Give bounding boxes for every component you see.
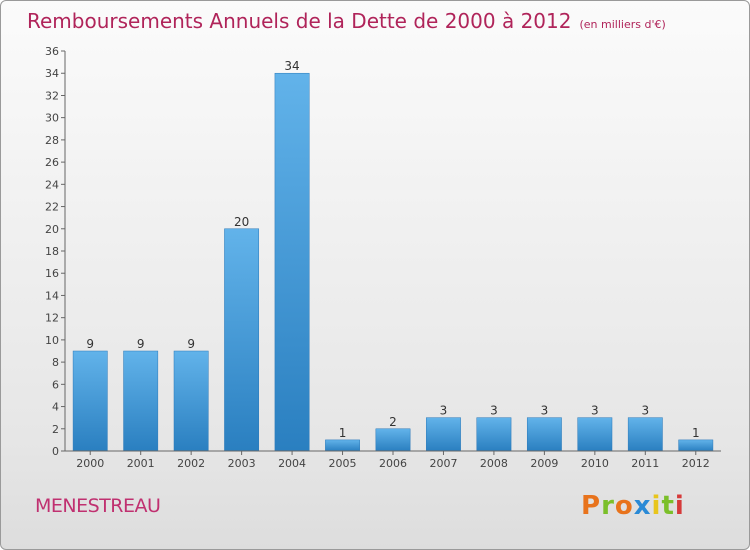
commune-name: MENESTREAU	[35, 495, 161, 517]
data-label-2010: 3	[591, 404, 599, 418]
bar-2003	[224, 228, 260, 452]
y-tick-label: 30	[45, 112, 59, 125]
y-tick-label: 12	[45, 312, 59, 325]
x-tick-label-2002: 2002	[177, 457, 205, 470]
y-tick-label: 34	[45, 67, 59, 80]
x-tick-label-2007: 2007	[429, 457, 457, 470]
data-label-2004: 34	[284, 59, 299, 73]
data-label-2007: 3	[440, 404, 448, 418]
chart-title: Remboursements Annuels de la Dette de 20…	[27, 9, 666, 33]
data-label-2009: 3	[541, 404, 549, 418]
logo-letter: i	[674, 491, 685, 521]
logo-letter: P	[581, 491, 602, 521]
data-label-2012: 1	[692, 426, 700, 440]
data-label-2001: 9	[137, 337, 145, 351]
y-tick-label: 0	[52, 445, 59, 458]
logo-letter: t	[661, 491, 675, 521]
y-tick-label: 10	[45, 334, 59, 347]
x-tick-label-2000: 2000	[76, 457, 104, 470]
y-tick-label: 20	[45, 223, 59, 236]
chart-title-text: Remboursements Annuels de la Dette de 20…	[27, 9, 572, 33]
bar-2001	[123, 350, 159, 452]
bar-2011	[627, 417, 663, 452]
data-label-2008: 3	[490, 404, 498, 418]
bars: 9 9 9 20 34 1 2 3 3 3 3 3 1	[72, 59, 714, 452]
x-tick-label-2010: 2010	[581, 457, 609, 470]
bar-2005	[325, 439, 360, 452]
x-axis: 2000 2001 2002 2003 2004 2005 2006 2007 2008 2009…	[65, 450, 721, 470]
x-tick-label-2004: 2004	[278, 457, 306, 470]
y-tick-label: 22	[45, 201, 59, 214]
y-tick-label: 2	[52, 423, 59, 436]
bar-2009	[526, 417, 562, 452]
bar-2006	[375, 428, 411, 452]
logo-letter: o	[614, 491, 634, 521]
y-tick-label: 4	[52, 401, 59, 414]
bar-2000	[72, 350, 108, 452]
y-tick-label: 32	[45, 89, 59, 102]
data-label-2005: 1	[339, 426, 347, 440]
data-label-2006: 2	[389, 415, 397, 429]
x-tick-label-2003: 2003	[228, 457, 256, 470]
chart-unit: (en milliers d'€)	[579, 18, 666, 31]
y-tick-label: 14	[45, 289, 59, 302]
data-label-2011: 3	[641, 404, 649, 418]
data-label-2000: 9	[86, 337, 94, 351]
x-tick-label-2001: 2001	[127, 457, 155, 470]
x-tick-label-2009: 2009	[530, 457, 558, 470]
bar-2012	[678, 439, 714, 452]
logo-letter: i	[651, 491, 662, 521]
bar-2004	[274, 72, 310, 452]
y-tick-label: 6	[52, 378, 59, 391]
y-tick-label: 8	[52, 356, 59, 369]
x-tick-label-2012: 2012	[682, 457, 710, 470]
y-tick-label: 26	[45, 156, 59, 169]
bar-2007	[426, 417, 461, 452]
y-tick-label: 36	[45, 45, 59, 58]
data-label-2002: 9	[187, 337, 195, 351]
bar-2010	[577, 417, 613, 452]
logo-letter: r	[601, 491, 615, 521]
x-tick-label-2006: 2006	[379, 457, 407, 470]
y-tick-label: 18	[45, 245, 59, 258]
logo-letter: x	[633, 491, 652, 521]
bar-2002	[173, 350, 209, 452]
y-tick-label: 24	[45, 178, 59, 191]
data-label-2003: 20	[234, 215, 249, 229]
bar-2008	[476, 417, 512, 452]
x-tick-label-2011: 2011	[631, 457, 659, 470]
x-tick-label-2008: 2008	[480, 457, 508, 470]
y-tick-label: 28	[45, 134, 59, 147]
proxiti-logo: Proxiti	[581, 491, 685, 521]
y-tick-label: 16	[45, 267, 59, 280]
x-tick-label-2005: 2005	[329, 457, 357, 470]
